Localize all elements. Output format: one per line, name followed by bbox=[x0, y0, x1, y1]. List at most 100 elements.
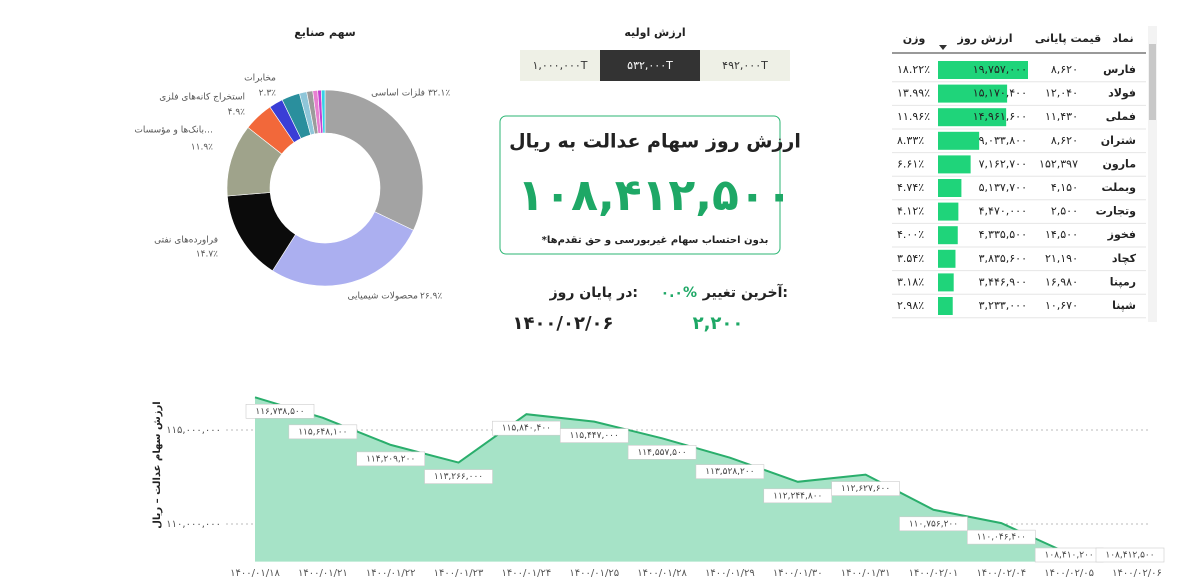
weight: ۳.۱۸٪ bbox=[897, 275, 924, 288]
scrollbar-thumb[interactable] bbox=[1149, 44, 1156, 120]
last-change-pct: ۰.۰% bbox=[661, 285, 697, 301]
symbol: رمپنا bbox=[1110, 275, 1136, 288]
value-bar bbox=[938, 179, 962, 197]
x-tick-label: ۱۴۰۰/۰۱/۲۲ bbox=[366, 568, 416, 579]
slice-label: استخراج کانه‌های فلزی bbox=[159, 93, 245, 103]
data-label-box bbox=[245, 404, 315, 419]
slice-value: ۴.۹٪ bbox=[228, 108, 246, 118]
close-price: ۱۵۲,۳۹۷ bbox=[1039, 157, 1078, 170]
donut-title: سهم صنایع bbox=[294, 26, 355, 39]
last-change-label: آخرین تغییر: bbox=[702, 283, 788, 301]
slice-label: بانک‌ها و مؤسسات… bbox=[134, 126, 213, 136]
table-header: وزن bbox=[903, 32, 926, 45]
value-bar bbox=[938, 131, 980, 150]
close-price: ۱۰,۶۷۰ bbox=[1045, 299, 1078, 312]
last-change: ۲,۲۰۰ bbox=[693, 313, 744, 334]
slice-value: ۲.۳٪ bbox=[259, 89, 277, 99]
day-value: ۱۴,۹۶۱,۶۰۰ bbox=[973, 110, 1027, 123]
donut-slice bbox=[272, 211, 414, 287]
data-label: ۱۱۵,۸۴۰,۴۰۰ bbox=[502, 424, 551, 434]
data-label-box bbox=[695, 464, 765, 479]
y-tick-label: ۱۱۰,۰۰۰,۰۰۰ bbox=[166, 519, 221, 530]
value-option[interactable] bbox=[520, 50, 600, 81]
donut-slice bbox=[320, 89, 326, 134]
value-bar bbox=[938, 108, 1007, 127]
day-value: ۴,۴۷۰,۰۰۰ bbox=[979, 205, 1027, 218]
x-tick-label: ۱۴۰۰/۰۱/۲۴ bbox=[502, 568, 552, 579]
value-bar bbox=[938, 249, 956, 268]
data-label: ۱۱۴,۵۵۷,۵۰۰ bbox=[637, 448, 686, 458]
x-tick-label: ۱۴۰۰/۰۱/۲۱ bbox=[298, 568, 348, 579]
y-axis-title: ارزش سهام عدالت – ریال bbox=[152, 401, 163, 529]
scrollbar[interactable] bbox=[1148, 26, 1157, 322]
slice-label: محصولات شیمیایی bbox=[348, 292, 419, 302]
card-value: ۱۰۸,۴۱۲,۵۰۰ bbox=[517, 170, 792, 221]
data-label-box bbox=[356, 451, 425, 467]
day-value: ۵,۱۳۷,۷۰۰ bbox=[979, 181, 1027, 194]
x-tick-label: ۱۴۰۰/۰۱/۲۳ bbox=[434, 568, 484, 579]
symbol: شپنا bbox=[1112, 299, 1136, 312]
value-bar bbox=[938, 84, 1008, 103]
data-label-box bbox=[627, 445, 697, 460]
day-value: ۹,۰۳۳,۸۰۰ bbox=[979, 134, 1027, 147]
slice-label: فلزات اساسی bbox=[371, 89, 425, 99]
day-value: ۱۹,۷۵۷,۰۰۰ bbox=[973, 63, 1027, 76]
card-title: ارزش روز سهام عدالت به ریال bbox=[509, 131, 801, 153]
data-label: ۱۱۲,۲۴۴,۸۰۰ bbox=[773, 491, 822, 501]
x-tick-label: ۱۴۰۰/۰۲/۰۵ bbox=[1044, 568, 1094, 579]
value-bar bbox=[938, 297, 953, 315]
value-bar bbox=[938, 202, 959, 221]
data-label: ۱۱۶,۷۳۸,۵۰۰ bbox=[255, 407, 304, 417]
data-label: ۱۱۵,۴۴۷,۰۰۰ bbox=[570, 431, 619, 441]
value-option[interactable] bbox=[600, 50, 700, 81]
value-option-label[interactable]: ۵۳۲,۰۰۰T bbox=[627, 59, 673, 72]
x-tick-label: ۱۴۰۰/۰۱/۲۹ bbox=[705, 568, 755, 579]
weight: ۱۳.۹۹٪ bbox=[897, 87, 930, 100]
x-tick-label: ۱۴۰۰/۰۱/۲۵ bbox=[569, 568, 619, 579]
value-bar bbox=[938, 61, 1028, 79]
table-header: ارزش روز bbox=[957, 32, 1013, 45]
slice-value: ۳۲.۱٪ bbox=[428, 89, 450, 99]
y-tick-label: ۱۱۵,۰۰۰,۰۰۰ bbox=[166, 425, 221, 436]
value-card bbox=[499, 115, 781, 255]
symbol: مارون bbox=[1103, 157, 1137, 170]
day-value: ۱۵,۱۷۰,۴۰۰ bbox=[973, 87, 1027, 100]
data-label-box bbox=[831, 481, 900, 496]
x-tick-label: ۱۴۰۰/۰۱/۱۸ bbox=[230, 568, 280, 579]
day-value: ۷,۱۶۲,۷۰۰ bbox=[979, 157, 1027, 170]
x-tick-label: ۱۴۰۰/۰۲/۰۱ bbox=[909, 568, 959, 579]
table-header: نماد bbox=[1112, 32, 1133, 45]
slice-label: مخابرات bbox=[244, 74, 276, 84]
data-label-box bbox=[492, 420, 561, 436]
weight: ۱۸.۲۲٪ bbox=[897, 63, 930, 76]
close-price: ۲,۵۰۰ bbox=[1051, 205, 1078, 218]
value-option-label[interactable]: ۴۹۲,۰۰۰T bbox=[722, 59, 768, 72]
day-value: ۳,۲۳۳,۰۰۰ bbox=[979, 299, 1027, 312]
slice-value: ۲۶.۹٪ bbox=[420, 292, 442, 302]
symbol: وتجارت bbox=[1096, 205, 1137, 218]
weight: ۸.۳۳٪ bbox=[897, 134, 924, 147]
close-price: ۱۲,۰۴۰ bbox=[1045, 87, 1078, 100]
symbol: فملی bbox=[1106, 110, 1136, 123]
value-bar bbox=[938, 273, 954, 292]
x-tick-label: ۱۴۰۰/۰۱/۳۱ bbox=[841, 568, 891, 579]
data-label-box bbox=[288, 424, 358, 440]
end-of-day-label: در پایان روز: bbox=[549, 285, 638, 301]
card-note: *بدون احتساب سهام غیربورسی و حق تقدم‌ها bbox=[542, 235, 769, 246]
data-label-box bbox=[1095, 547, 1165, 563]
symbol: وبملت bbox=[1102, 181, 1137, 194]
symbol: فارس bbox=[1103, 63, 1136, 76]
value-option-label[interactable]: ۱,۰۰۰,۰۰۰T bbox=[532, 59, 587, 72]
data-label-box bbox=[967, 529, 1036, 545]
slice-value: ۱۴.۷٪ bbox=[196, 250, 218, 260]
value-bar bbox=[938, 155, 971, 174]
data-label: ۱۱۴,۲۰۹,۲۰۰ bbox=[366, 454, 415, 464]
sort-icon[interactable] bbox=[939, 45, 947, 50]
value-option[interactable] bbox=[700, 50, 790, 81]
data-label: ۱۱۳,۵۲۸,۲۰۰ bbox=[705, 467, 754, 477]
data-label: ۱۱۲,۶۲۷,۶۰۰ bbox=[841, 484, 890, 494]
weight: ۴.۷۴٪ bbox=[897, 181, 924, 194]
close-price: ۱۶,۹۸۰ bbox=[1045, 275, 1078, 288]
close-price: ۸,۶۲۰ bbox=[1051, 63, 1078, 76]
